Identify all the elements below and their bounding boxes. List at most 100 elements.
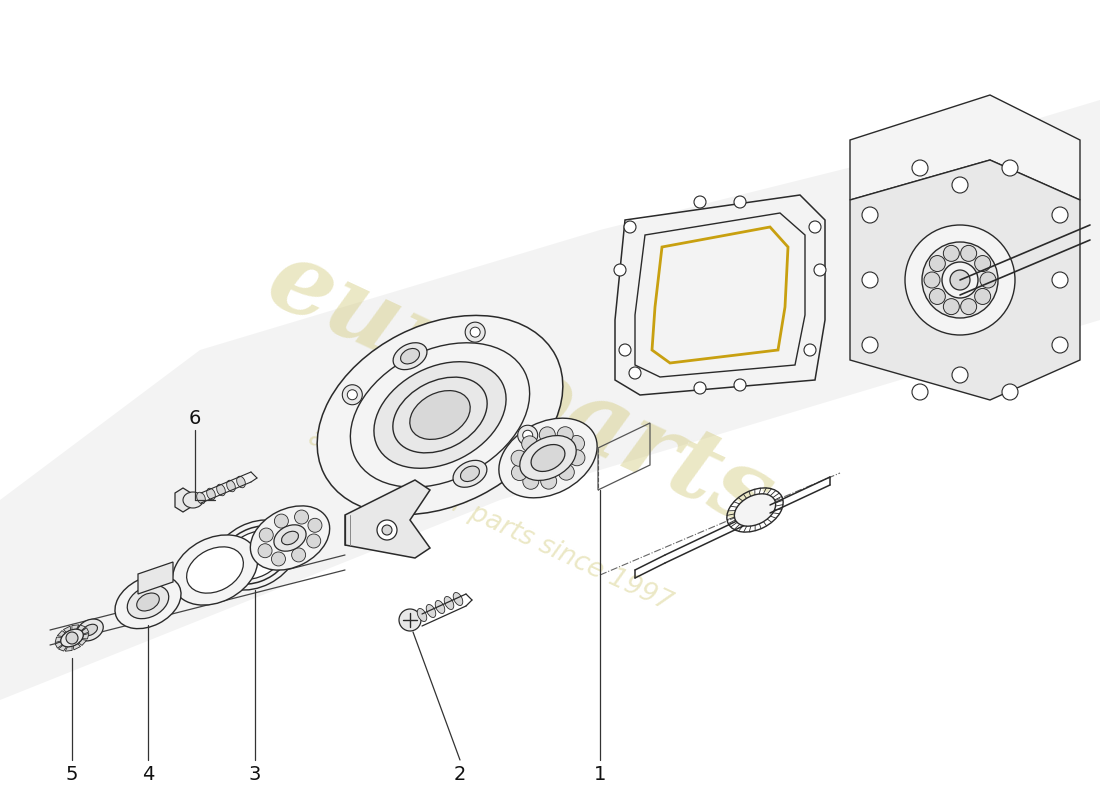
Polygon shape xyxy=(81,628,89,634)
Ellipse shape xyxy=(453,460,487,487)
Circle shape xyxy=(619,344,631,356)
Circle shape xyxy=(569,435,584,451)
Circle shape xyxy=(862,337,878,353)
Ellipse shape xyxy=(282,531,298,545)
Circle shape xyxy=(905,225,1015,335)
Text: 6: 6 xyxy=(189,409,201,427)
Circle shape xyxy=(66,632,78,644)
Circle shape xyxy=(804,344,816,356)
Ellipse shape xyxy=(400,349,419,364)
Ellipse shape xyxy=(207,488,216,500)
Circle shape xyxy=(382,525,392,535)
Circle shape xyxy=(1052,272,1068,288)
Circle shape xyxy=(512,465,528,481)
Ellipse shape xyxy=(224,530,285,579)
Ellipse shape xyxy=(128,586,168,618)
Ellipse shape xyxy=(82,624,98,636)
Circle shape xyxy=(930,255,945,271)
Ellipse shape xyxy=(410,390,470,439)
Circle shape xyxy=(521,436,538,452)
Ellipse shape xyxy=(453,593,463,606)
Circle shape xyxy=(814,264,826,276)
Ellipse shape xyxy=(227,480,235,492)
Polygon shape xyxy=(0,100,1100,700)
Polygon shape xyxy=(55,637,62,642)
Circle shape xyxy=(272,552,286,566)
Circle shape xyxy=(518,426,538,446)
Circle shape xyxy=(470,327,481,337)
Polygon shape xyxy=(82,634,89,639)
Circle shape xyxy=(292,548,306,562)
Polygon shape xyxy=(79,639,87,646)
Ellipse shape xyxy=(236,476,245,488)
Circle shape xyxy=(541,473,557,489)
Circle shape xyxy=(559,464,574,480)
Circle shape xyxy=(614,264,626,276)
Circle shape xyxy=(522,430,532,440)
Circle shape xyxy=(912,384,928,400)
Polygon shape xyxy=(55,642,63,648)
Polygon shape xyxy=(175,488,191,512)
Ellipse shape xyxy=(251,506,330,570)
Circle shape xyxy=(1002,160,1018,176)
Circle shape xyxy=(629,367,641,379)
Circle shape xyxy=(395,488,415,508)
Text: a passion for parts since 1997: a passion for parts since 1997 xyxy=(304,424,676,616)
Circle shape xyxy=(808,221,821,233)
Ellipse shape xyxy=(735,494,776,526)
Polygon shape xyxy=(57,630,65,637)
Circle shape xyxy=(950,270,970,290)
Ellipse shape xyxy=(374,362,506,468)
Ellipse shape xyxy=(520,435,576,481)
Ellipse shape xyxy=(274,525,306,551)
Circle shape xyxy=(558,426,573,442)
Circle shape xyxy=(862,207,878,223)
Polygon shape xyxy=(138,562,173,594)
Text: 3: 3 xyxy=(249,766,261,785)
Circle shape xyxy=(944,298,959,314)
Ellipse shape xyxy=(531,445,565,471)
Circle shape xyxy=(862,272,878,288)
Circle shape xyxy=(1002,384,1018,400)
Polygon shape xyxy=(850,95,1080,200)
Ellipse shape xyxy=(351,342,529,487)
Circle shape xyxy=(952,367,968,383)
Circle shape xyxy=(342,385,362,405)
Circle shape xyxy=(922,242,998,318)
Ellipse shape xyxy=(444,597,454,610)
Text: 5: 5 xyxy=(66,766,78,785)
Ellipse shape xyxy=(60,629,84,647)
Ellipse shape xyxy=(173,535,257,605)
Polygon shape xyxy=(64,626,70,632)
Circle shape xyxy=(624,221,636,233)
Ellipse shape xyxy=(217,484,226,496)
Text: 4: 4 xyxy=(142,766,154,785)
Circle shape xyxy=(930,289,945,305)
Polygon shape xyxy=(58,646,66,651)
Circle shape xyxy=(260,528,273,542)
Circle shape xyxy=(512,450,527,466)
Circle shape xyxy=(377,520,397,540)
Ellipse shape xyxy=(417,609,427,622)
Ellipse shape xyxy=(393,377,487,453)
Ellipse shape xyxy=(116,575,182,629)
Polygon shape xyxy=(65,646,73,651)
Circle shape xyxy=(1052,207,1068,223)
Circle shape xyxy=(539,427,556,443)
Ellipse shape xyxy=(136,593,160,611)
Circle shape xyxy=(975,289,991,305)
Text: 2: 2 xyxy=(454,766,466,785)
Circle shape xyxy=(944,246,959,262)
Circle shape xyxy=(912,160,928,176)
Circle shape xyxy=(295,510,308,524)
Text: 1: 1 xyxy=(594,766,606,785)
Ellipse shape xyxy=(197,492,206,504)
Circle shape xyxy=(274,514,288,528)
Ellipse shape xyxy=(77,619,103,641)
Circle shape xyxy=(522,474,539,490)
Circle shape xyxy=(1052,337,1068,353)
Ellipse shape xyxy=(393,342,427,370)
Circle shape xyxy=(952,177,968,193)
Circle shape xyxy=(942,262,978,298)
Circle shape xyxy=(348,390,358,400)
